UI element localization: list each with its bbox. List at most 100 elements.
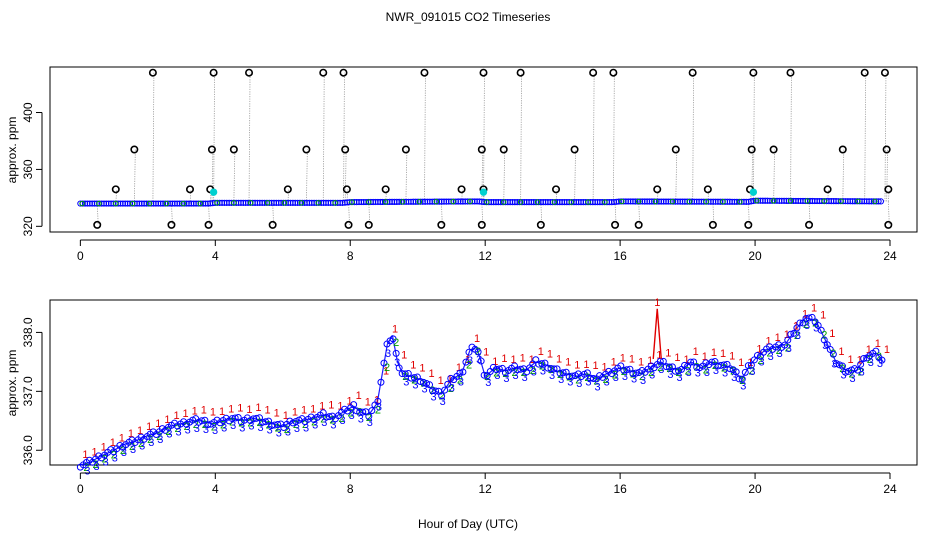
bottom-flag3-label: 3	[339, 415, 345, 427]
top-baseline-point	[450, 198, 456, 205]
bottom-flag1-label: 1	[775, 332, 781, 344]
top-baseline-point	[163, 200, 170, 207]
top-baseline-point	[248, 200, 254, 206]
bottom-flag1-label: 1	[119, 433, 125, 445]
bottom-flag3-label: 3	[148, 437, 154, 449]
bottom-flag1-label: 1	[811, 303, 817, 315]
bottom-flag3-label: 3	[786, 343, 792, 355]
bottom-flag1-label: 1	[829, 328, 835, 340]
bottom-flag1-label: 1	[647, 355, 653, 367]
bottom-data-point	[753, 351, 761, 359]
bottom-flag2-label: 2	[475, 346, 481, 358]
bottom-data-point	[744, 362, 752, 370]
bottom-flag3-label: 3	[758, 356, 764, 368]
bottom-flag2-label: 2	[338, 413, 344, 425]
bottom-data-point	[365, 412, 373, 420]
bottom-data-point	[374, 397, 382, 405]
top-x-tick-label: 4	[212, 249, 219, 263]
bottom-data-point	[274, 421, 282, 429]
top-spike-line	[592, 72, 595, 203]
top-baseline-point	[332, 200, 338, 206]
bottom-data-point	[459, 368, 467, 376]
bottom-flag3-label: 3	[768, 351, 774, 363]
bottom-x-tick-label: 8	[347, 482, 354, 496]
bottom-flag1-label: 1	[128, 428, 134, 440]
bottom-data-point	[444, 380, 452, 388]
bottom-flag3-label: 3	[230, 420, 236, 432]
top-spike-line	[344, 149, 347, 203]
bottom-flag3-label: 3	[449, 383, 455, 395]
top-spike-line	[790, 72, 792, 201]
bottom-flag1-label: 1	[838, 346, 844, 358]
bottom-flag1-label: 1	[538, 346, 544, 358]
bottom-flag3-label: 3	[731, 372, 737, 384]
bottom-data-point	[456, 369, 464, 377]
bottom-flag3-label: 3	[585, 376, 591, 388]
bottom-flag2-label: 2	[803, 319, 809, 331]
bottom-flag2-label: 2	[785, 342, 791, 354]
bottom-data-point	[198, 417, 206, 425]
top-baseline-point	[872, 198, 878, 205]
bottom-flag2-label: 2	[320, 414, 326, 426]
bottom-flag2-label: 2	[666, 363, 672, 375]
bottom-flag2-label: 2	[238, 418, 244, 430]
bottom-flag3-label: 3	[312, 420, 318, 432]
bottom-flag2-label: 2	[812, 317, 818, 329]
top-baseline-point	[821, 198, 827, 204]
top-outlier-mid	[229, 145, 238, 154]
bottom-data-point	[796, 319, 804, 327]
bottom-flag2-label: 2	[102, 454, 108, 466]
top-x-tick-label: 24	[883, 249, 897, 263]
bottom-data-point	[872, 347, 880, 355]
bottom-flag1-label: 1	[638, 356, 644, 368]
bottom-flag2-label: 2	[393, 337, 399, 349]
bottom-flag1-label: 1	[383, 365, 389, 377]
bottom-flag2-label: 2	[366, 412, 372, 424]
top-spike-line	[808, 200, 811, 225]
top-outlier-mid	[477, 145, 486, 154]
bottom-flag1-label: 1	[592, 360, 598, 372]
bottom-flag1-label: 1	[192, 405, 198, 417]
top-baseline-point	[281, 200, 288, 206]
bottom-flag3-label: 3	[576, 378, 582, 390]
bottom-flag3-label: 3	[777, 348, 783, 360]
top-baseline-point	[602, 199, 608, 205]
bottom-flag3-label: 3	[558, 374, 564, 386]
top-outlier-mid	[341, 145, 350, 154]
top-cyan-point	[209, 188, 218, 196]
top-outlier-mid	[130, 145, 139, 154]
bottom-flag1-label: 1	[246, 404, 252, 416]
top-outlier-high	[479, 68, 488, 77]
bottom-flag2-label: 2	[384, 362, 390, 374]
top-baseline-point	[855, 198, 861, 204]
top-outlier-mid	[838, 145, 847, 154]
bottom-flag1-label: 1	[356, 390, 362, 402]
bottom-data-point	[726, 365, 734, 373]
bottom-data-point	[495, 365, 503, 373]
bottom-flag1-label: 1	[474, 333, 480, 345]
bottom-data-point	[738, 375, 746, 383]
bottom-flag3-label: 3	[221, 423, 227, 435]
bottom-flag2-label: 2	[530, 365, 536, 377]
top-outlier-high	[880, 68, 889, 77]
bottom-flag1-label: 1	[374, 395, 380, 407]
bottom-flag1-label: 1	[155, 418, 161, 430]
top-baseline-point	[877, 198, 885, 205]
bottom-flag2-label: 2	[739, 375, 745, 387]
bottom-series-segment	[825, 340, 837, 363]
bottom-flag1-label: 1	[492, 356, 498, 368]
bottom-flag3-label: 3	[94, 461, 100, 473]
bottom-data-points: 1231231231231231231231231231231231231231…	[76, 297, 890, 477]
bottom-flag3-label: 3	[740, 380, 746, 392]
top-baseline-point	[231, 200, 237, 206]
bottom-flag1-label: 1	[547, 348, 553, 360]
bottom-flag3-label: 3	[367, 417, 373, 429]
bottom-panel: 1231231231231231231231231231231231231231…	[5, 297, 918, 496]
top-spike-line	[385, 189, 388, 202]
top-cyan-point	[749, 188, 758, 196]
bottom-flag1-label: 1	[438, 375, 444, 387]
bottom-flag3-label: 3	[212, 425, 218, 437]
top-y-tick-label: 320	[21, 216, 35, 236]
bottom-data-point	[687, 358, 695, 366]
